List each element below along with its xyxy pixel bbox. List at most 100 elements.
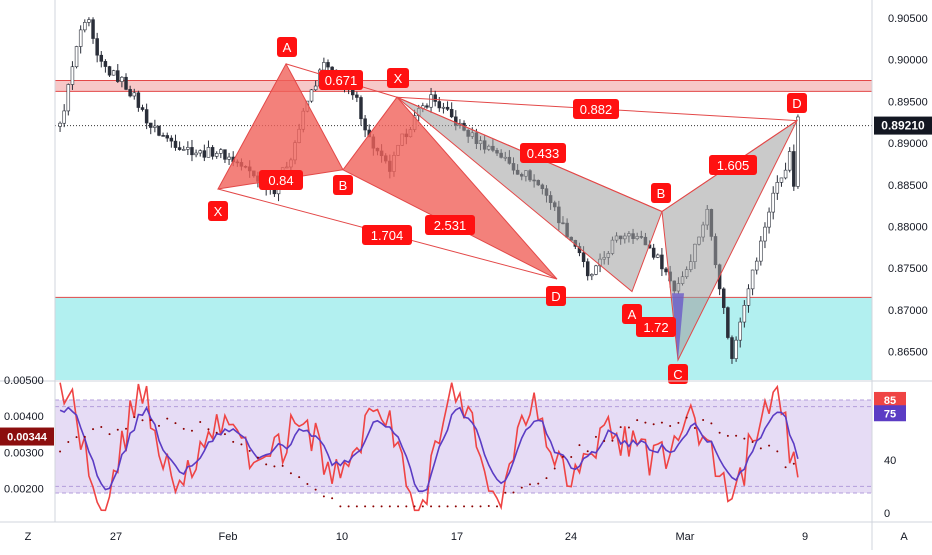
corner-label-right[interactable]: A <box>900 531 908 543</box>
candle-body <box>140 107 145 110</box>
pattern-1-ratio-ax-bg <box>319 70 363 90</box>
pattern-2-point-c-bg <box>668 364 688 384</box>
candle-body <box>656 254 660 258</box>
candle-body <box>83 22 87 31</box>
pattern-2-point-c-text: C <box>673 367 682 382</box>
pattern-2-ratio-xd[interactable]: 0.882 <box>573 99 619 119</box>
oscillator-dot <box>364 505 367 508</box>
candle-body <box>95 38 99 56</box>
pattern-2-point-d[interactable]: D <box>787 93 807 113</box>
oscillator-dot <box>405 505 408 508</box>
candle-body <box>111 70 116 76</box>
oscillator-dot <box>149 419 152 422</box>
oscillator-dot <box>496 505 499 508</box>
candle-body <box>194 152 198 156</box>
oscillator-dot <box>289 472 292 475</box>
indicator-left-badge <box>0 427 54 446</box>
oscillator-dot <box>693 427 696 430</box>
pattern-1-point-d[interactable]: D <box>546 286 566 306</box>
price-axis-tick: 0.89500 <box>888 96 928 108</box>
candle-body <box>775 182 780 194</box>
pattern-2-ratio-bc-text: 1.72 <box>643 320 668 335</box>
oscillator-dot <box>314 488 317 491</box>
candle-body <box>62 110 66 124</box>
oscillator-dot <box>256 456 259 459</box>
oscillator-dot <box>669 425 672 428</box>
candle-body <box>120 76 124 82</box>
candle-body <box>330 66 334 71</box>
pattern-2-point-b[interactable]: B <box>651 183 671 203</box>
time-axis-tick: Mar <box>676 531 695 543</box>
pattern-1-point-x2[interactable]: X <box>387 68 409 88</box>
oscillator-dot <box>454 505 457 508</box>
candle-body <box>326 62 330 68</box>
pattern-2-ratio-bc[interactable]: 1.72 <box>636 317 676 337</box>
corner-label-left[interactable]: Z <box>25 531 32 543</box>
oscillator-dot <box>702 419 705 422</box>
oscillator-dot <box>660 421 663 424</box>
pattern-1-point-d-text: D <box>551 289 560 304</box>
pattern-1-ratio-xab-bg <box>259 170 303 190</box>
oscillator-dot <box>174 422 177 425</box>
candle-body <box>787 151 792 171</box>
candle-body <box>660 254 664 270</box>
time-axis-tick: 17 <box>451 531 463 543</box>
time-axis-tick: 24 <box>565 531 577 543</box>
oscillator-dot <box>463 505 466 508</box>
oscillator-dot <box>619 426 622 429</box>
oscillator-dot <box>520 486 523 489</box>
price-axis-tick: 0.90000 <box>888 55 928 67</box>
indicator-left-tick: 0.00200 <box>4 484 44 496</box>
patterns-layer[interactable]: X A B X D 0.671 0.84 1.704 2.531 A B C D 0.882 0.433 1.… <box>208 37 807 384</box>
oscillator-dot <box>594 435 597 438</box>
candle-body <box>309 89 314 102</box>
oscillator-dot <box>759 447 762 450</box>
pattern-2-ratio-cd[interactable]: 1.605 <box>709 155 757 175</box>
indicator-right-badge-text: 75 <box>884 408 896 420</box>
price-axis-tick: 0.87000 <box>888 305 928 317</box>
pattern-1-ratio-ax[interactable]: 0.671 <box>319 70 363 90</box>
pattern-1-point-b-text: B <box>339 178 348 193</box>
oscillator-dot <box>397 505 400 508</box>
indicator-right-badge <box>874 405 906 422</box>
pattern-1-ratio-ax-text: 0.671 <box>325 73 358 88</box>
pattern-1-point-x[interactable]: X <box>208 200 228 221</box>
candle-body <box>763 226 767 242</box>
candle-body <box>157 125 161 136</box>
pattern-1-ratio-bxd[interactable]: 2.531 <box>425 215 475 235</box>
candle-body <box>445 106 450 110</box>
pattern-1-point-b[interactable]: B <box>333 175 353 195</box>
candle-body <box>750 269 755 290</box>
candle-body <box>742 305 747 323</box>
indicator-right-tick: 0 <box>884 508 890 520</box>
candle-body <box>767 211 771 228</box>
oscillator-dot <box>215 431 218 434</box>
candle-body <box>210 147 215 157</box>
pattern-2-ratio-xb[interactable]: 0.433 <box>520 143 566 163</box>
pattern-2-point-c[interactable]: C <box>668 364 688 384</box>
candle-body <box>730 337 734 359</box>
oscillator-dot <box>199 421 202 424</box>
pattern-1-ratio-xab[interactable]: 0.84 <box>259 170 303 190</box>
candle-body <box>74 46 79 68</box>
candle-body <box>738 321 742 341</box>
pattern-2-ratio-xd-bg <box>573 99 619 119</box>
oscillator-dot <box>776 450 779 453</box>
pattern-1-ratio-bxd-text: 2.531 <box>434 218 467 233</box>
pattern-1-ratio-xd[interactable]: 1.704 <box>362 225 412 245</box>
candle-body <box>796 116 800 187</box>
oscillator-dot <box>751 441 754 444</box>
oscillator-dot <box>430 505 433 508</box>
oscillator-dot <box>735 434 738 437</box>
oscillator-dot <box>784 466 787 469</box>
candle-body <box>149 122 153 128</box>
oscillator-dot <box>182 427 185 430</box>
candle-body <box>144 109 149 124</box>
indicator-right-tick: 40 <box>884 455 896 467</box>
candle-body <box>425 105 429 108</box>
oscillator-dot <box>743 437 746 440</box>
pattern-1-point-a[interactable]: A <box>277 37 297 57</box>
pattern-2-point-d-bg <box>787 93 807 113</box>
